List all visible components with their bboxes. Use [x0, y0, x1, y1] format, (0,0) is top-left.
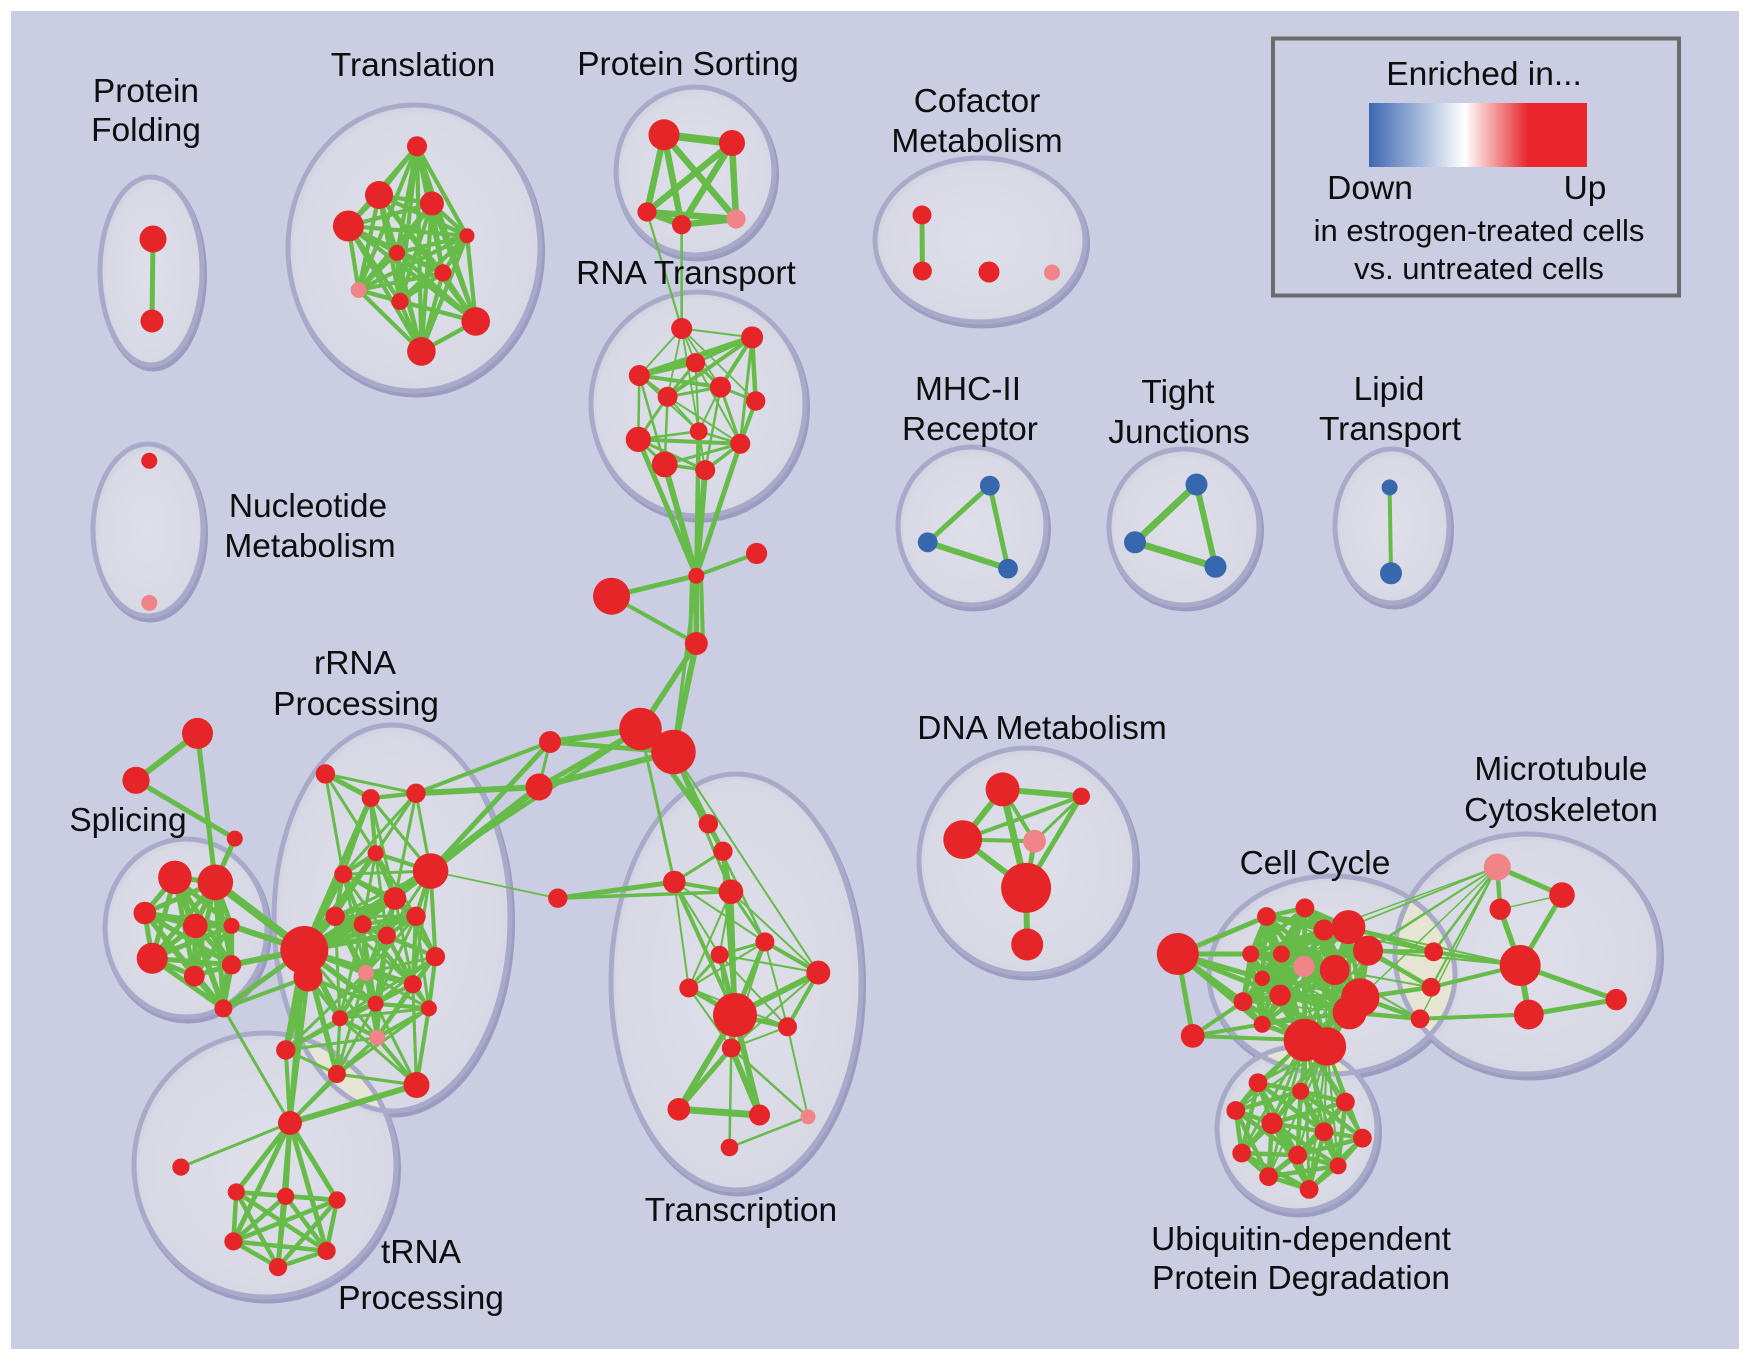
svg-text:Nucleotide: Nucleotide	[229, 488, 387, 525]
svg-text:Metabolism: Metabolism	[224, 528, 395, 565]
svg-text:Ubiquitin-dependent: Ubiquitin-dependent	[1151, 1221, 1452, 1258]
svg-text:Cell Cycle: Cell Cycle	[1240, 845, 1391, 882]
svg-text:Protein: Protein	[93, 73, 199, 110]
svg-text:Splicing: Splicing	[69, 802, 186, 839]
svg-text:rRNA: rRNA	[314, 645, 397, 682]
svg-text:Protein Degradation: Protein Degradation	[1152, 1260, 1450, 1297]
svg-text:RNA Transport: RNA Transport	[576, 255, 796, 292]
svg-text:Down: Down	[1327, 170, 1413, 207]
svg-text:Receptor: Receptor	[902, 411, 1038, 448]
svg-text:Processing: Processing	[273, 686, 439, 723]
svg-text:in estrogen-treated cells: in estrogen-treated cells	[1314, 213, 1645, 248]
svg-text:Folding: Folding	[91, 112, 201, 149]
svg-text:Transport: Transport	[1319, 411, 1462, 448]
svg-text:Junctions: Junctions	[1108, 414, 1250, 451]
svg-text:tRNA: tRNA	[381, 1234, 462, 1271]
svg-text:vs. untreated cells: vs. untreated cells	[1354, 251, 1604, 286]
svg-text:Enriched in...: Enriched in...	[1386, 56, 1582, 93]
svg-text:Tight: Tight	[1141, 374, 1215, 411]
svg-text:Up: Up	[1564, 170, 1607, 207]
svg-text:Cytoskeleton: Cytoskeleton	[1464, 792, 1658, 829]
svg-text:Processing: Processing	[338, 1280, 504, 1317]
svg-text:Translation: Translation	[331, 47, 495, 84]
svg-text:Protein Sorting: Protein Sorting	[577, 46, 799, 83]
svg-text:Lipid: Lipid	[1354, 371, 1425, 408]
svg-text:Metabolism: Metabolism	[891, 123, 1062, 160]
svg-text:DNA Metabolism: DNA Metabolism	[917, 710, 1166, 747]
svg-text:MHC-II: MHC-II	[915, 371, 1021, 408]
svg-text:Transcription: Transcription	[645, 1192, 837, 1229]
svg-text:Cofactor: Cofactor	[914, 83, 1041, 120]
svg-text:Microtubule: Microtubule	[1474, 751, 1647, 788]
